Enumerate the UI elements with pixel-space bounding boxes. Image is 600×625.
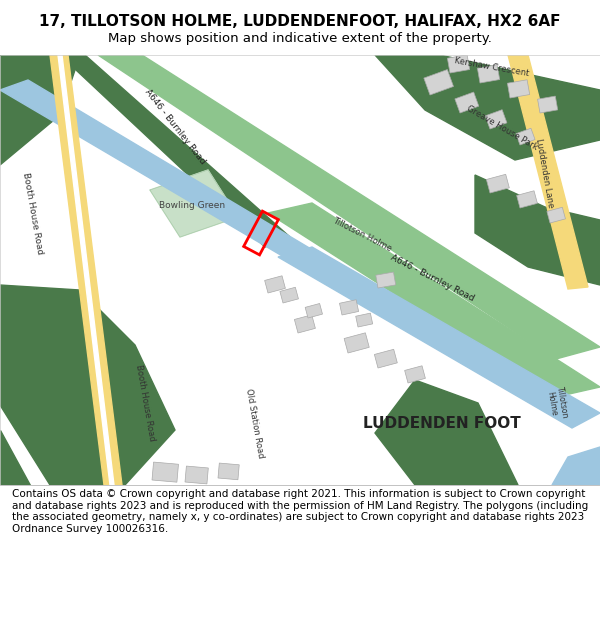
Text: Old Station Road: Old Station Road — [244, 388, 266, 459]
Bar — [374, 349, 397, 368]
Bar — [356, 313, 373, 327]
Polygon shape — [375, 55, 600, 160]
Bar — [455, 92, 479, 113]
Bar — [538, 96, 558, 113]
Text: Booth House Road: Booth House Road — [22, 171, 44, 255]
Text: Tillotson Holme: Tillotson Holme — [331, 216, 393, 254]
Text: Map shows position and indicative extent of the property.: Map shows position and indicative extent… — [108, 32, 492, 45]
Bar — [265, 276, 286, 293]
Bar — [244, 211, 278, 255]
Text: A646 - Burnley Road: A646 - Burnley Road — [143, 88, 207, 166]
Polygon shape — [0, 430, 30, 485]
Polygon shape — [50, 55, 122, 485]
Polygon shape — [552, 447, 600, 485]
Polygon shape — [98, 55, 600, 359]
Bar — [295, 315, 316, 333]
Bar — [404, 366, 425, 383]
Text: LUDDENDEN FOOT: LUDDENDEN FOOT — [363, 416, 521, 431]
Polygon shape — [508, 55, 588, 289]
Bar — [487, 174, 509, 193]
Text: Bowling Green: Bowling Green — [159, 201, 225, 209]
Polygon shape — [0, 285, 175, 485]
Bar — [508, 80, 530, 98]
Bar — [547, 208, 565, 223]
Bar — [517, 191, 538, 208]
Bar — [485, 110, 507, 129]
Text: Luddenden Lane: Luddenden Lane — [535, 138, 556, 208]
Text: A646 - Burnley Road: A646 - Burnley Road — [389, 253, 475, 303]
Polygon shape — [150, 170, 238, 237]
Bar — [280, 288, 298, 303]
Bar — [218, 463, 239, 480]
Bar — [376, 272, 396, 288]
Bar — [424, 69, 454, 95]
Polygon shape — [375, 380, 518, 485]
Polygon shape — [278, 247, 600, 428]
Text: Greave House Park: Greave House Park — [465, 104, 539, 152]
Text: Booth House Road: Booth House Road — [134, 364, 156, 442]
Text: Contains OS data © Crown copyright and database right 2021. This information is : Contains OS data © Crown copyright and d… — [12, 489, 588, 534]
Bar — [448, 55, 470, 73]
Bar — [152, 462, 178, 482]
Text: 17, TILLOTSON HOLME, LUDDENDENFOOT, HALIFAX, HX2 6AF: 17, TILLOTSON HOLME, LUDDENDENFOOT, HALI… — [39, 14, 561, 29]
Polygon shape — [60, 55, 290, 247]
Polygon shape — [475, 175, 600, 285]
Text: Tillotson
Holme: Tillotson Holme — [545, 386, 569, 421]
Bar — [516, 128, 535, 145]
Polygon shape — [58, 55, 114, 485]
Bar — [340, 300, 359, 315]
Bar — [344, 333, 369, 353]
Bar — [305, 304, 322, 318]
Bar — [478, 65, 500, 83]
Polygon shape — [0, 80, 435, 337]
Polygon shape — [0, 55, 80, 165]
Polygon shape — [268, 203, 600, 397]
Text: Kershaw Crescent: Kershaw Crescent — [454, 56, 530, 78]
Bar — [185, 466, 208, 484]
